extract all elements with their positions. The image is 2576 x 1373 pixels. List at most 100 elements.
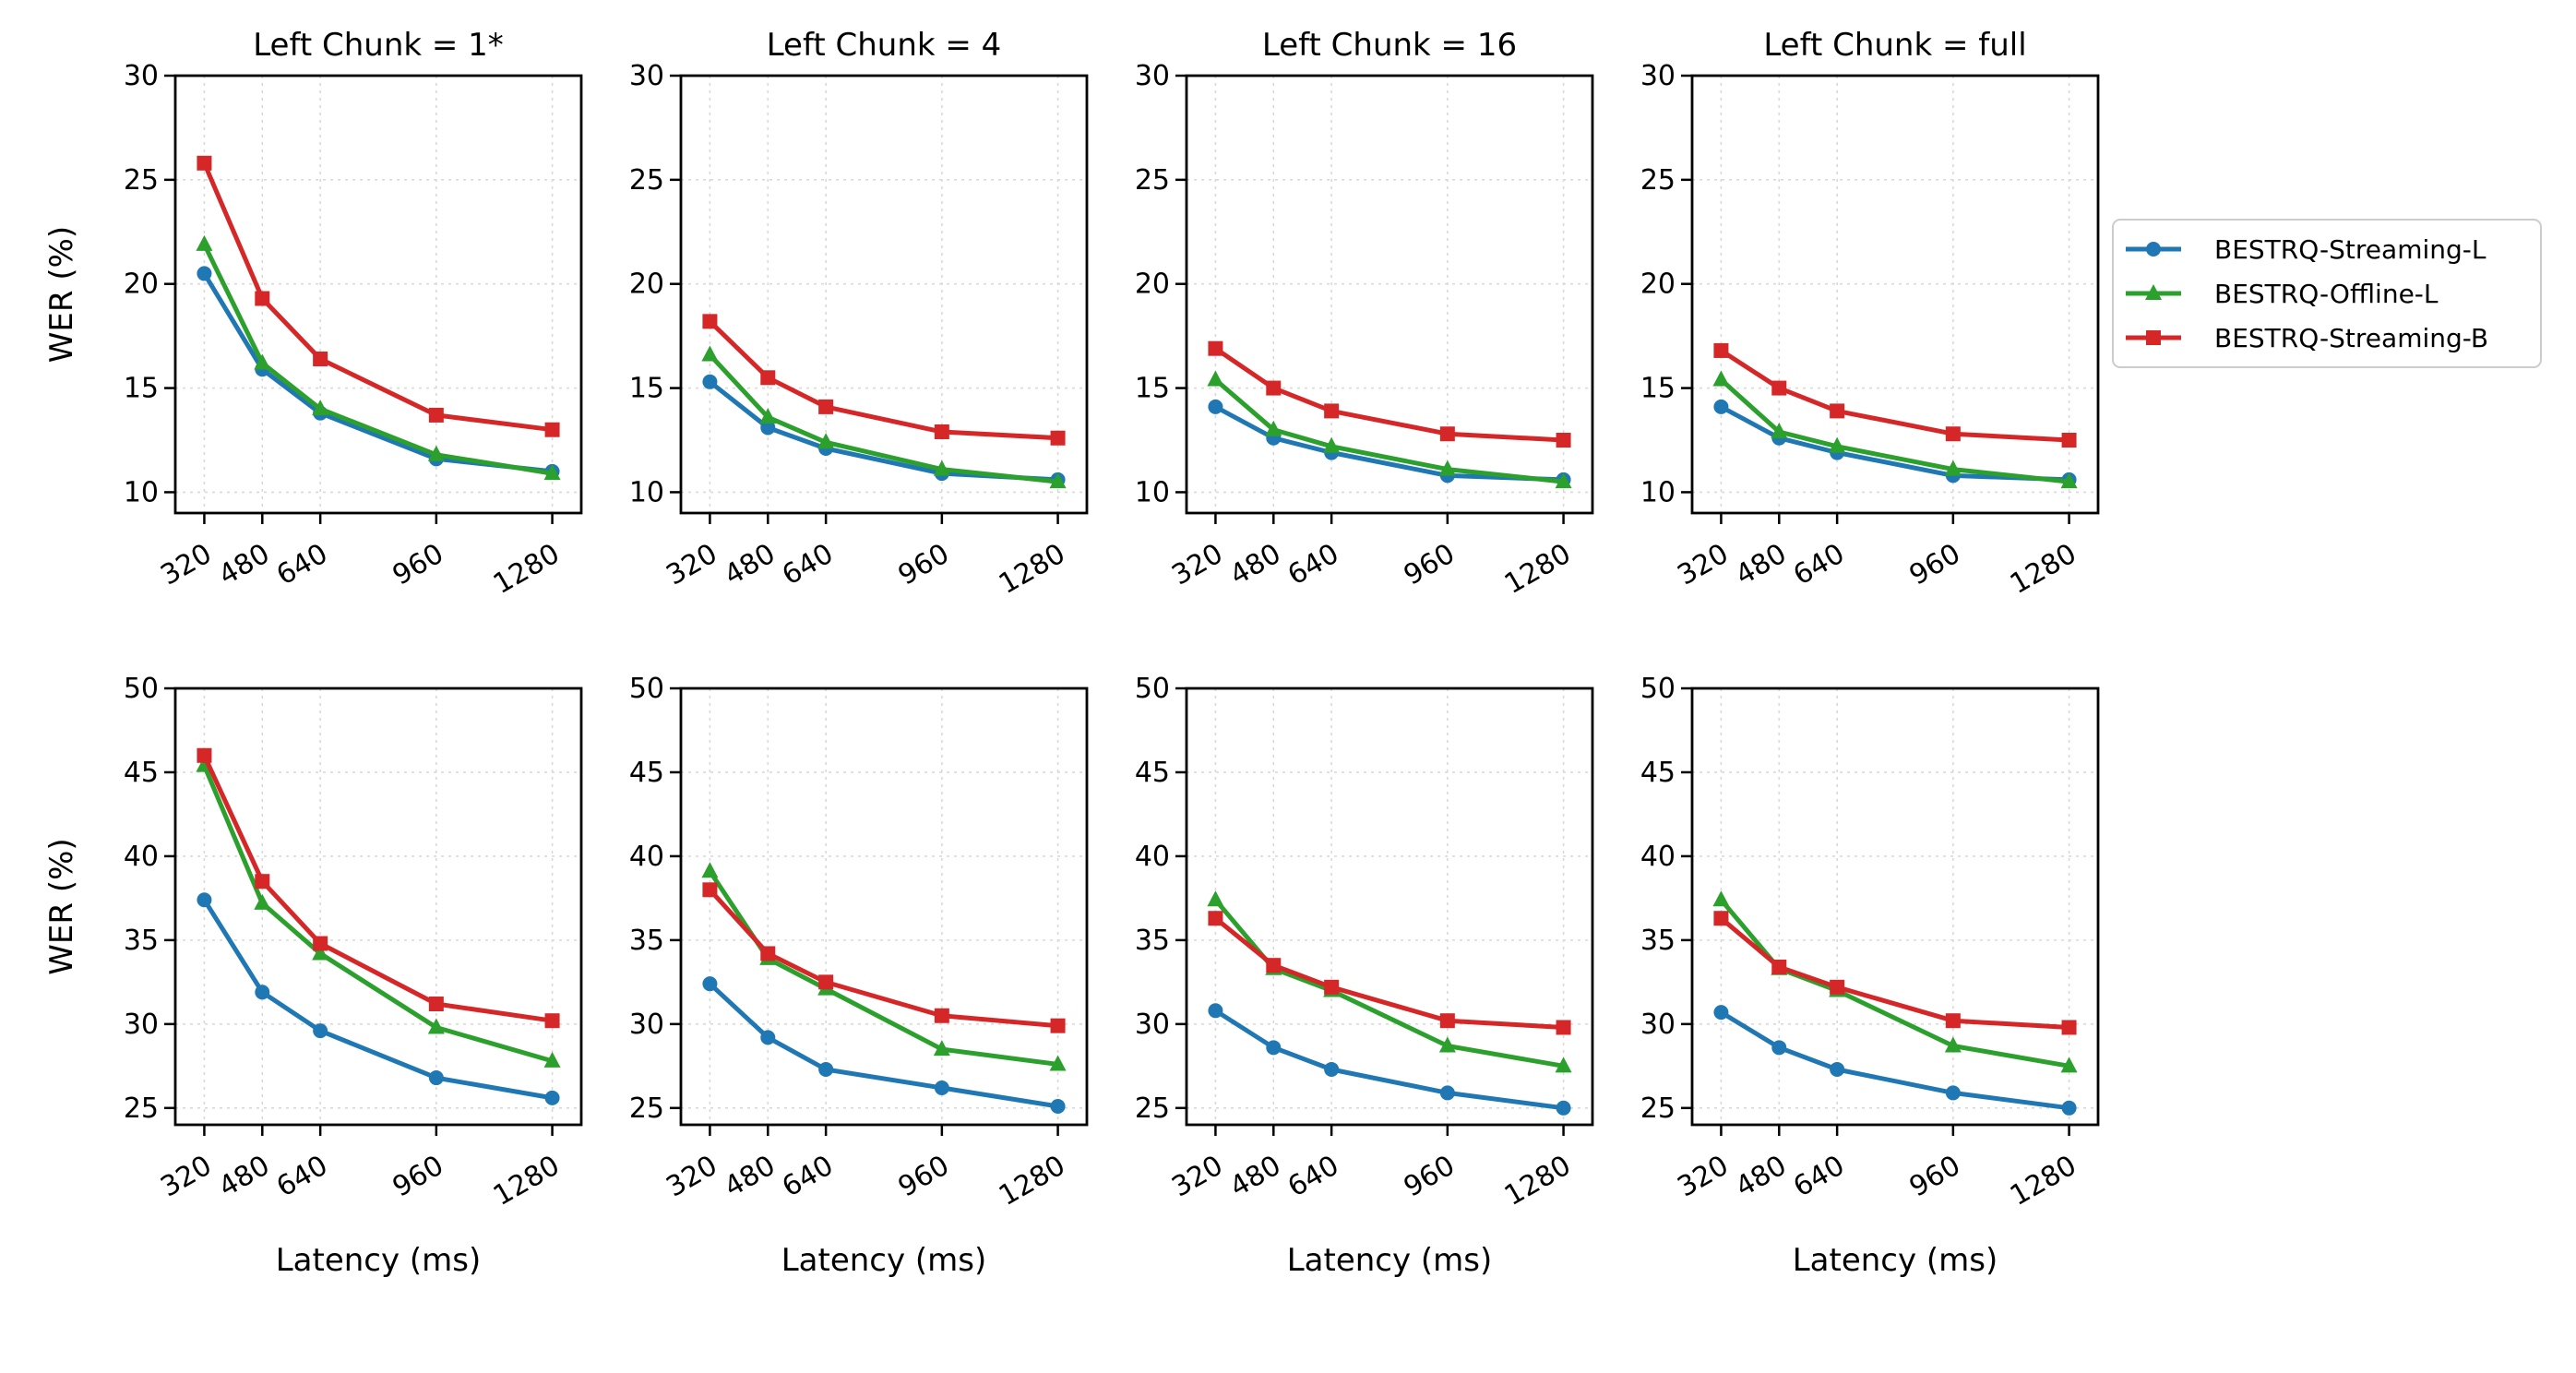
legend-marker-circle — [2146, 242, 2161, 257]
x-tick-label: 480 — [1730, 1150, 1792, 1204]
data-point — [544, 1013, 560, 1029]
data-point — [1713, 342, 1729, 358]
y-tick-label: 50 — [1640, 673, 1676, 705]
data-point — [1207, 890, 1224, 907]
data-point — [933, 460, 950, 476]
data-point — [254, 353, 271, 370]
y-tick-label: 30 — [124, 1009, 159, 1041]
x-tick-label: 320 — [1672, 538, 1734, 592]
y-tick-label: 30 — [1135, 1009, 1170, 1041]
y-tick-label: 10 — [1135, 476, 1170, 508]
data-point — [1771, 959, 1787, 974]
y-tick-label: 15 — [124, 373, 159, 405]
x-tick-label: 320 — [661, 538, 722, 592]
y-axis-label: WER (%) — [43, 838, 80, 974]
data-point — [702, 976, 718, 992]
data-point — [1829, 436, 1846, 453]
plot-frame — [679, 74, 1089, 515]
data-point — [1265, 420, 1282, 436]
data-point — [1556, 433, 1571, 448]
data-point — [702, 882, 718, 898]
x-tick-label: 1280 — [1499, 538, 1577, 601]
data-point — [428, 407, 444, 423]
x-tick-label: 480 — [213, 1150, 275, 1204]
y-tick-label: 30 — [1135, 60, 1170, 92]
x-tick-label: 640 — [777, 1150, 839, 1204]
y-tick-label: 10 — [629, 476, 664, 508]
y-tick-label: 40 — [1135, 841, 1170, 873]
y-tick-label: 30 — [1640, 1009, 1676, 1041]
y-tick-label: 20 — [1640, 269, 1676, 301]
subplot-title: Left Chunk = full — [1763, 27, 2026, 64]
legend-frame — [2112, 219, 2542, 368]
y-tick-label: 25 — [124, 164, 159, 197]
y-tick-label: 50 — [1135, 673, 1170, 705]
series-line-circle — [1214, 404, 1564, 483]
plot-frame — [173, 74, 583, 515]
data-point — [427, 1018, 445, 1034]
data-point — [1266, 958, 1282, 973]
y-tick-label: 25 — [629, 1092, 664, 1125]
legend-label: BESTRQ-Streaming-B — [2214, 323, 2488, 353]
data-point — [197, 266, 212, 281]
y-tick-label: 15 — [1135, 373, 1170, 405]
data-point — [934, 1080, 949, 1095]
plot-frame — [1690, 74, 2100, 515]
data-point — [818, 974, 834, 990]
x-tick-label: 320 — [155, 538, 217, 592]
series-line-circle — [708, 982, 1058, 1109]
y-tick-label: 45 — [124, 757, 159, 789]
x-tick-label: 480 — [213, 538, 275, 592]
y-tick-label: 10 — [124, 476, 159, 508]
y-tick-label: 45 — [1640, 757, 1676, 789]
subplot-title: Left Chunk = 4 — [767, 27, 1002, 64]
data-point — [1050, 430, 1066, 446]
y-tick-label: 25 — [1640, 1092, 1676, 1125]
data-point — [1266, 1040, 1282, 1056]
x-tick-label: 960 — [893, 1150, 955, 1204]
data-point — [1830, 979, 1845, 995]
data-point — [2060, 472, 2078, 489]
x-tick-label: 1280 — [488, 538, 566, 601]
series-line-triangle — [1719, 898, 2070, 1069]
data-point — [760, 946, 776, 961]
y-tick-label: 45 — [629, 757, 664, 789]
series-line-circle — [1720, 404, 2069, 483]
data-point — [934, 1008, 949, 1023]
x-axis-label: Latency (ms) — [781, 1242, 987, 1279]
data-point — [1944, 1036, 1962, 1053]
data-point — [701, 862, 719, 878]
data-point — [2060, 1057, 2078, 1073]
x-tick-label: 480 — [719, 1150, 781, 1204]
x-tick-label: 640 — [777, 538, 839, 592]
y-tick-label: 25 — [1135, 1092, 1170, 1125]
data-point — [1830, 403, 1845, 419]
data-point — [313, 936, 328, 951]
plot-frame — [1185, 686, 1594, 1127]
data-point — [702, 314, 718, 329]
subplot-title: Left Chunk = 1* — [253, 27, 504, 64]
data-point — [760, 370, 776, 386]
data-point — [196, 234, 213, 251]
data-point — [1323, 436, 1341, 453]
data-point — [1438, 1036, 1456, 1053]
data-point — [1556, 1020, 1571, 1035]
x-tick-label: 1280 — [994, 1150, 1071, 1212]
data-point — [197, 892, 212, 908]
data-point — [1945, 1013, 1961, 1029]
data-point — [1713, 1005, 1729, 1021]
x-tick-label: 640 — [1788, 1150, 1850, 1204]
x-tick-label: 640 — [271, 1150, 333, 1204]
data-point — [1049, 472, 1067, 489]
y-tick-label: 35 — [1640, 925, 1676, 957]
data-point — [312, 944, 329, 961]
x-tick-label: 1280 — [488, 1150, 566, 1212]
x-axis-label: Latency (ms) — [1793, 1242, 1998, 1279]
y-tick-label: 30 — [629, 1009, 664, 1041]
data-point — [197, 155, 212, 171]
data-point — [760, 420, 776, 436]
y-tick-label: 50 — [629, 673, 664, 705]
data-point — [255, 985, 270, 1000]
